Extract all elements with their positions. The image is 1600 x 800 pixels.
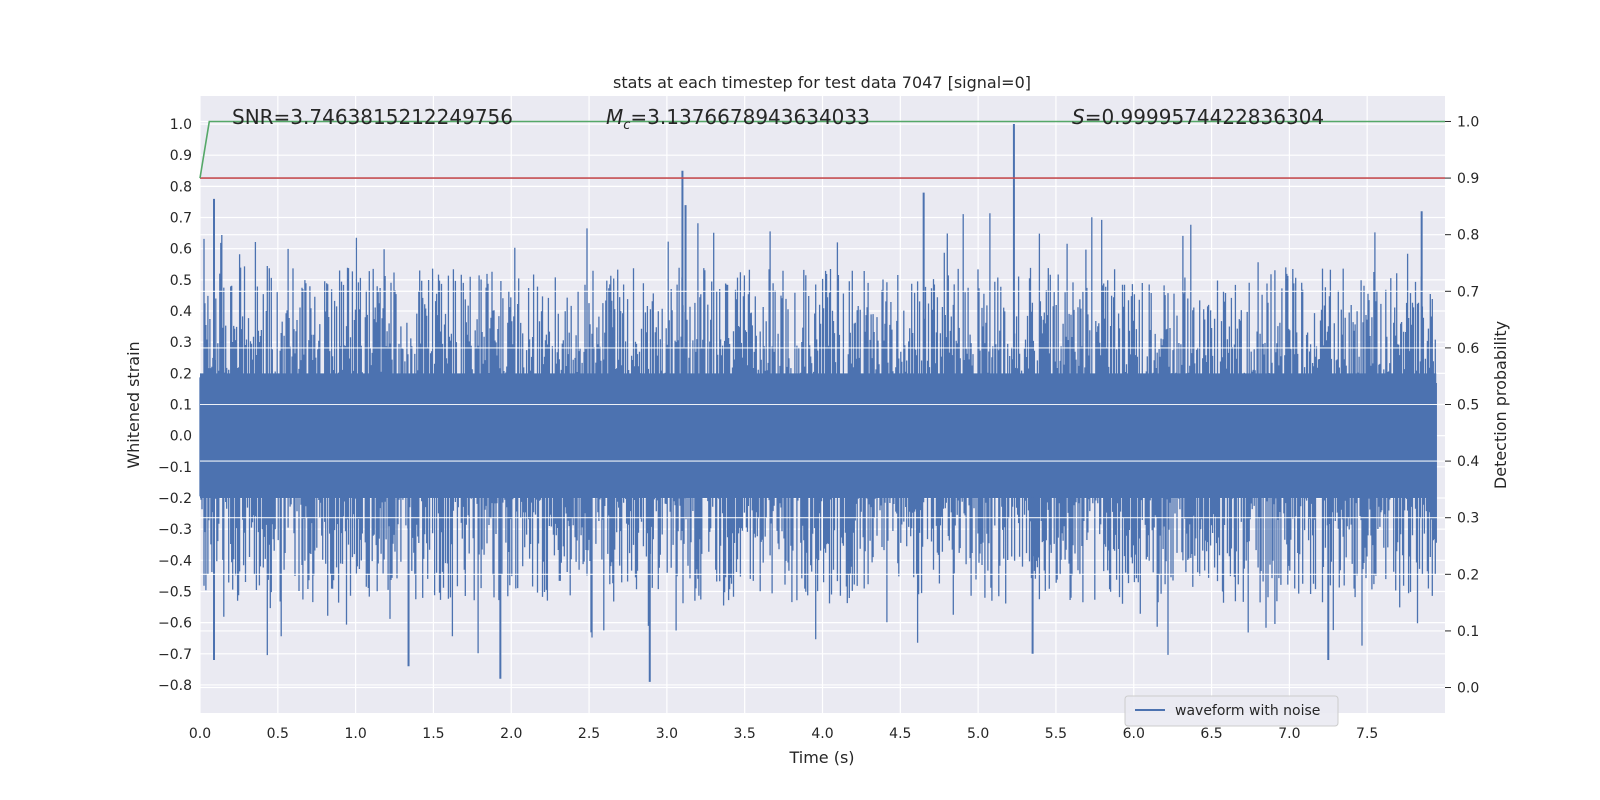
y-tick-label: 0.1	[170, 398, 192, 414]
y2-tick-label: 0.9	[1457, 171, 1479, 187]
x-tick-label: 4.5	[889, 726, 911, 742]
y-tick-label: −0.3	[158, 522, 192, 538]
x-tick-label: 5.5	[1045, 726, 1067, 742]
y2-tick-label: 0.2	[1457, 567, 1479, 583]
chart-title: stats at each timestep for test data 704…	[613, 73, 1031, 92]
left-y-axis: 1.0 0.9 0.8 0.7 0.6 0.5 0.4 0.3 0.2 0.1 0.0 −0.1 −0.…	[158, 117, 192, 694]
score-value: =0.9999574422836304	[1085, 105, 1324, 129]
detection-probability-line	[199, 120, 1445, 179]
y-tick-label: 1.0	[170, 117, 192, 133]
snr-annotation: SNR=3.7463815212249756	[232, 105, 513, 129]
y2-tick-label: 0.0	[1457, 681, 1479, 697]
y-tick-label: −0.8	[158, 678, 192, 694]
legend: waveform with noise	[1124, 695, 1339, 727]
y2-tick-label: 1.0	[1457, 114, 1479, 130]
chirp-mass-subscript: c	[623, 118, 630, 133]
x-tick-label: 2.0	[500, 726, 522, 742]
x-tick-label: 0.5	[267, 726, 289, 742]
x-tick-label: 7.0	[1278, 726, 1300, 742]
x-tick-label: 2.5	[578, 726, 600, 742]
x-tick-label: 5.0	[967, 726, 989, 742]
legend-label: waveform with noise	[1175, 703, 1320, 719]
x-tick-label: 1.0	[344, 726, 366, 742]
x-tick-label: 7.5	[1356, 726, 1378, 742]
x-axis: 0.0 0.5 1.0 1.5 2.0 2.5 3.0 3.5 4.0 4.5 5.0 5.5 6.0 6…	[189, 726, 1378, 742]
y-tick-label: 0.9	[170, 148, 192, 164]
y2-tick-label: 0.3	[1457, 511, 1479, 527]
y-tick-label: −0.1	[158, 460, 192, 476]
y-tick-label: 0.4	[170, 304, 192, 320]
right-y-axis: 1.0 0.9 0.8 0.7 0.6 0.5 0.4 0.3 0.2 0.1 0.0	[1445, 114, 1479, 697]
y2-tick-label: 0.5	[1457, 398, 1479, 414]
y-tick-label: 0.6	[170, 242, 192, 258]
x-tick-label: 4.0	[811, 726, 833, 742]
y2-tick-label: 0.4	[1457, 454, 1479, 470]
y-tick-label: −0.6	[158, 616, 192, 632]
x-tick-label: 3.0	[656, 726, 678, 742]
waveform-core	[200, 373, 1437, 498]
y-tick-label: 0.0	[170, 429, 192, 445]
y-tick-label: −0.5	[158, 584, 192, 600]
x-tick-label: 1.5	[422, 726, 444, 742]
y-axis-label: Whitened strain	[124, 341, 143, 468]
y-tick-label: 0.5	[170, 273, 192, 289]
x-tick-label: 6.0	[1123, 726, 1145, 742]
y-tick-label: 0.3	[170, 335, 192, 351]
x-tick-label: 3.5	[734, 726, 756, 742]
y2-tick-label: 0.7	[1457, 284, 1479, 300]
y-tick-label: 0.7	[170, 211, 192, 227]
y2-tick-label: 0.6	[1457, 341, 1479, 357]
probability-series	[199, 120, 1445, 179]
score-annotation: S=0.9999574422836304	[1072, 105, 1324, 129]
y-tick-label: 0.8	[170, 179, 192, 195]
waveform-series	[199, 124, 1445, 682]
y-tick-label: −0.4	[158, 553, 192, 569]
chirp-mass-annotation: Mc=3.1376678943634033	[606, 105, 870, 133]
y2-tick-label: 0.8	[1457, 228, 1479, 244]
chirp-mass-value: =3.1376678943634033	[630, 105, 869, 129]
y2-axis-label: Detection probability	[1491, 321, 1510, 489]
x-axis-label: Time (s)	[788, 748, 854, 767]
score-symbol: S	[1072, 105, 1085, 129]
chirp-mass-symbol: M	[606, 105, 623, 129]
y-tick-label: −0.2	[158, 491, 192, 507]
x-tick-label: 6.5	[1200, 726, 1222, 742]
x-tick-label: 0.0	[189, 726, 211, 742]
legend-box	[1124, 695, 1339, 727]
y-tick-label: 0.2	[170, 366, 192, 382]
y2-tick-label: 0.1	[1457, 624, 1479, 640]
y-tick-label: −0.7	[158, 647, 192, 663]
